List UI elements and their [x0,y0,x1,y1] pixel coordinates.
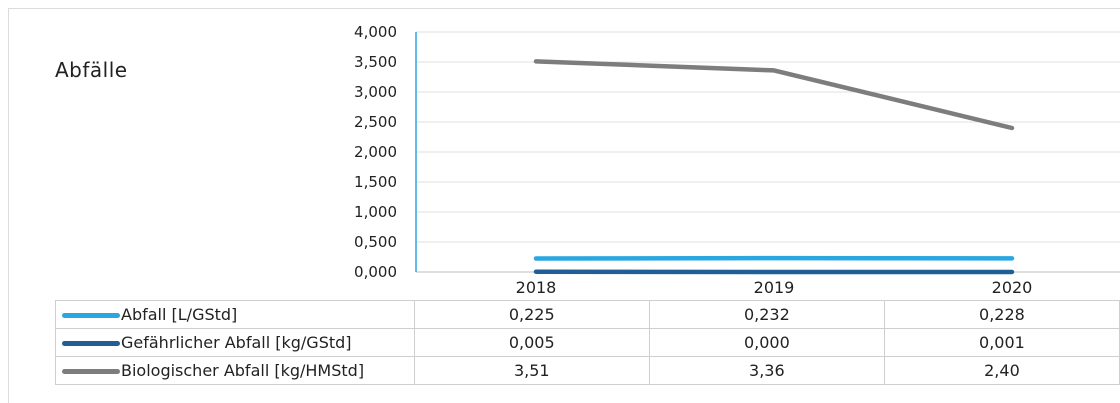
y-tick-label: 0,500 [354,233,397,251]
series-line-3 [533,59,1015,131]
series-name-cell: Gefährlicher Abfall [kg/GStd] [55,328,415,357]
table-row: Gefährlicher Abfall [kg/GStd] 0,005 0,000 0… [55,328,1120,357]
x-category-label: 2020 [992,278,1033,297]
table-row: Biologischer Abfall [kg/HMStd] 3,51 3,36 2,… [55,356,1120,385]
y-tick-label: 4,000 [354,23,397,41]
data-label: 2,40 [883,356,1120,385]
series-name: Biologischer Abfall [kg/HMStd] [121,361,365,380]
y-tick-label: 3,000 [354,83,397,101]
data-label: 0,232 [648,300,885,329]
table-row: Abfall [L/GStd] 0,225 0,232 0,228 [55,300,1120,329]
y-tick-label: 0,000 [354,263,397,281]
data-label: 3,36 [648,356,885,385]
y-tick-label: 2,000 [354,143,397,161]
chart-title: Abfälle [55,58,128,82]
data-table: Abfall [L/GStd] 0,225 0,232 0,228 Gefährlich… [55,300,1120,385]
y-tick-label: 3,500 [354,53,397,71]
x-axis-categories: 2018 2019 2020 [516,278,1033,297]
series-name-cell: Abfall [L/GStd] [55,300,415,329]
y-tick-label: 2,500 [354,113,397,131]
y-tick-label: 1,000 [354,203,397,221]
y-axis-ticks: 0,000 0,500 1,000 1,500 2,000 2,500 3,000 3,500… [354,23,397,281]
x-category-label: 2019 [754,278,795,297]
series-name-cell: Biologischer Abfall [kg/HMStd] [55,356,415,385]
series-name: Gefährlicher Abfall [kg/GStd] [121,333,352,352]
x-category-label: 2018 [516,278,557,297]
data-label: 0,001 [883,328,1120,357]
data-label: 3,51 [413,356,650,385]
chart-frame [8,8,1120,403]
y-tick-label: 1,500 [354,173,397,191]
series-lines [533,59,1015,275]
data-label: 0,000 [648,328,885,357]
data-label: 0,228 [883,300,1120,329]
series-name: Abfall [L/GStd] [121,305,238,324]
data-label: 0,225 [413,300,650,329]
legend-swatch [62,341,120,346]
chart-plot: 0,000 0,500 1,000 1,500 2,000 2,500 3,000 3,500… [354,23,1120,297]
data-label: 0,005 [413,328,650,357]
legend-swatch [62,369,120,374]
legend-swatch [62,313,120,318]
